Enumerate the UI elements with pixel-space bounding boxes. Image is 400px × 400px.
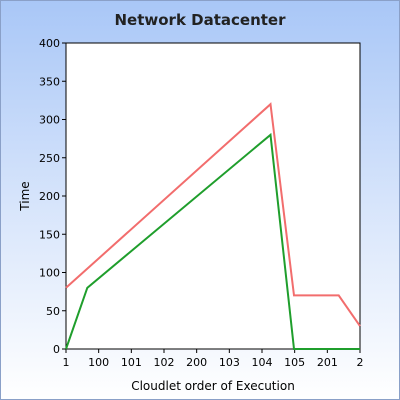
series-line-1	[65, 102, 361, 327]
y-tick-label: 250	[39, 152, 60, 165]
x-axis: 1 100 101 102 200 103 104 105 201 2	[63, 349, 364, 369]
x-tick-label: 104	[252, 356, 273, 369]
x-tick-label: 100	[88, 356, 109, 369]
x-tick-label: 201	[317, 356, 338, 369]
x-tick-label: 101	[121, 356, 142, 369]
x-tick-label: 102	[154, 356, 175, 369]
y-tick-label: 0	[53, 343, 60, 356]
y-tick-label: 100	[39, 267, 60, 280]
y-tick-label: 200	[39, 190, 60, 203]
series-lines	[65, 102, 361, 350]
x-axis-label: Cloudlet order of Execution	[131, 379, 295, 393]
x-tick-label: 2	[357, 356, 364, 369]
chart-title: Network Datacenter	[114, 11, 286, 29]
x-tick-label: 200	[186, 356, 207, 369]
y-axis-label: Time	[18, 181, 32, 211]
x-tick-label: 1	[63, 356, 70, 369]
x-tick-label: 103	[219, 356, 240, 369]
y-tick-label: 150	[39, 228, 60, 241]
plot-area	[65, 42, 361, 350]
y-axis: 0 50 100 150 200 250 300 350 400	[39, 37, 66, 356]
y-tick-label: 300	[39, 114, 60, 127]
x-tick-label: 105	[284, 356, 305, 369]
y-tick-label: 350	[39, 75, 60, 88]
y-tick-label: 50	[46, 305, 60, 318]
y-tick-label: 400	[39, 37, 60, 50]
